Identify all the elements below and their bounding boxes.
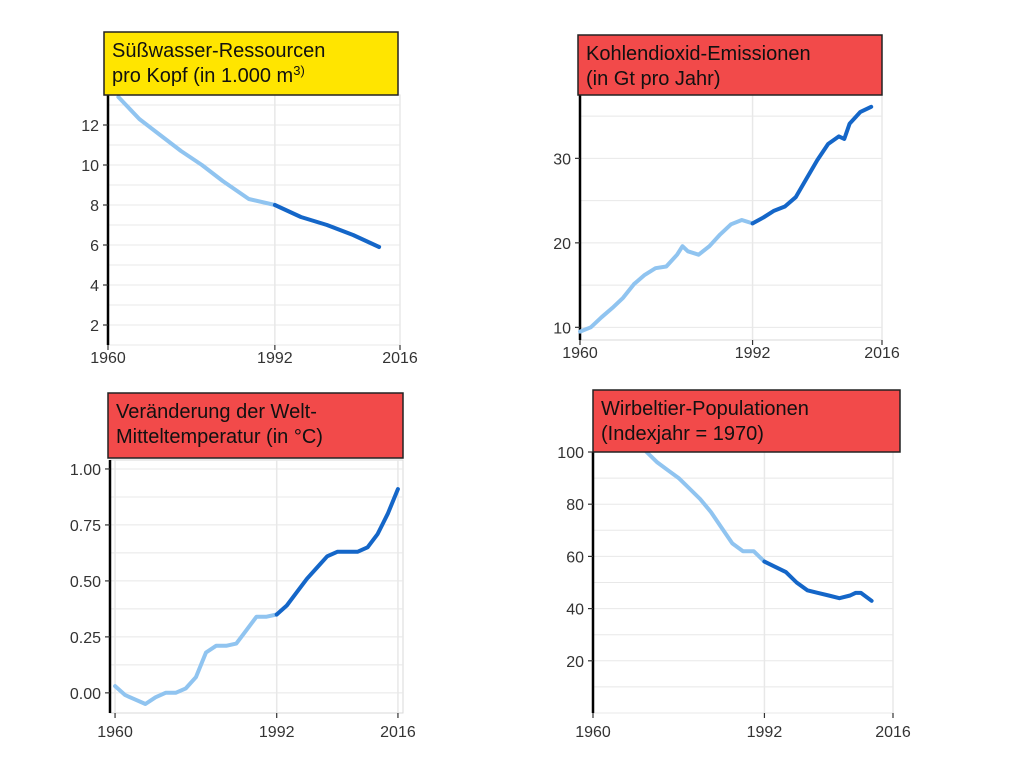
plot-area (579, 94, 883, 341)
x-tick-label: 1992 (735, 345, 771, 362)
x-tick-label: 2016 (380, 724, 416, 741)
chart-title-box (577, 34, 883, 96)
chart-title-line: (Indexjahr = 1970) (601, 423, 764, 445)
chart-title-line: Süßwasser-Ressourcen (112, 40, 325, 62)
x-tick-label: 1960 (575, 724, 611, 741)
y-tick-label: 1.00 (70, 462, 101, 479)
y-tick-label: 20 (553, 236, 571, 253)
panel-4: 20 40 60 80 100 1960 1992 2016 Wirbeltier-Popula… (557, 389, 911, 741)
y-tick-label: 40 (566, 602, 584, 619)
y-tick-label: 0.75 (70, 518, 101, 535)
chart-title-line: Veränderung der Welt- (116, 401, 317, 423)
chart-title-line: Kohlendioxid-Emissionen (586, 43, 811, 65)
y-tick-label: 12 (81, 118, 99, 135)
x-tick-label: 1960 (97, 724, 133, 741)
plot-area (109, 459, 404, 714)
y-tick-label: 0.25 (70, 630, 101, 647)
panel-1: 2 4 6 8 10 12 1960 1992 2016 Süßwasser-Ressourcen… (81, 31, 418, 367)
chart-title-line: (in Gt pro Jahr) (586, 68, 720, 90)
chart-title-box (107, 392, 404, 459)
series-line-before-1992 (578, 218, 755, 334)
series-line-before-1992 (113, 612, 279, 706)
y-tick-label: 6 (90, 238, 99, 255)
y-tick-label: 80 (566, 497, 584, 514)
chart-title-box (103, 31, 399, 96)
chart-title-box (592, 389, 901, 453)
y-tick-label: 8 (90, 198, 99, 215)
plot-area (107, 94, 401, 346)
y-tick-label: 0.00 (70, 686, 101, 703)
x-tick-label: 1992 (259, 724, 295, 741)
y-tick-label: 100 (557, 445, 584, 462)
x-tick-label: 2016 (875, 724, 911, 741)
panel-2: 10 20 30 1960 1992 2016 Kohlendioxid-Emissione… (553, 34, 900, 362)
x-tick-label: 1992 (747, 724, 783, 741)
y-tick-label: 10 (81, 158, 99, 175)
y-tick-label: 0.50 (70, 574, 101, 591)
x-tick-label: 2016 (382, 350, 418, 367)
y-tick-label: 10 (553, 320, 571, 337)
x-tick-label: 2016 (864, 345, 900, 362)
chart-title-line: Wirbeltier-Populationen (601, 398, 809, 420)
y-tick-label: 20 (566, 654, 584, 671)
series-line-before-1992 (644, 450, 767, 564)
chart-title-line: Mitteltemperatur (in °C) (116, 426, 323, 448)
y-tick-label: 30 (553, 151, 571, 168)
x-tick-label: 1960 (562, 345, 598, 362)
series-line-after-1992 (750, 104, 874, 226)
y-tick-label: 60 (566, 549, 584, 566)
series-line-after-1992 (274, 487, 400, 617)
x-tick-label: 1992 (257, 350, 293, 367)
panel-3: 0.00 0.25 0.50 0.75 1.00 1960 1992 2016 Veränder… (70, 392, 416, 741)
x-tick-label: 1960 (90, 350, 126, 367)
series-line-after-1992 (272, 203, 382, 249)
y-tick-label: 2 (90, 318, 99, 335)
series-line-before-1992 (116, 95, 277, 207)
series-line-after-1992 (762, 559, 874, 603)
chart-title-line: pro Kopf (in 1.000 m3) (112, 63, 305, 87)
y-tick-label: 4 (90, 278, 99, 295)
